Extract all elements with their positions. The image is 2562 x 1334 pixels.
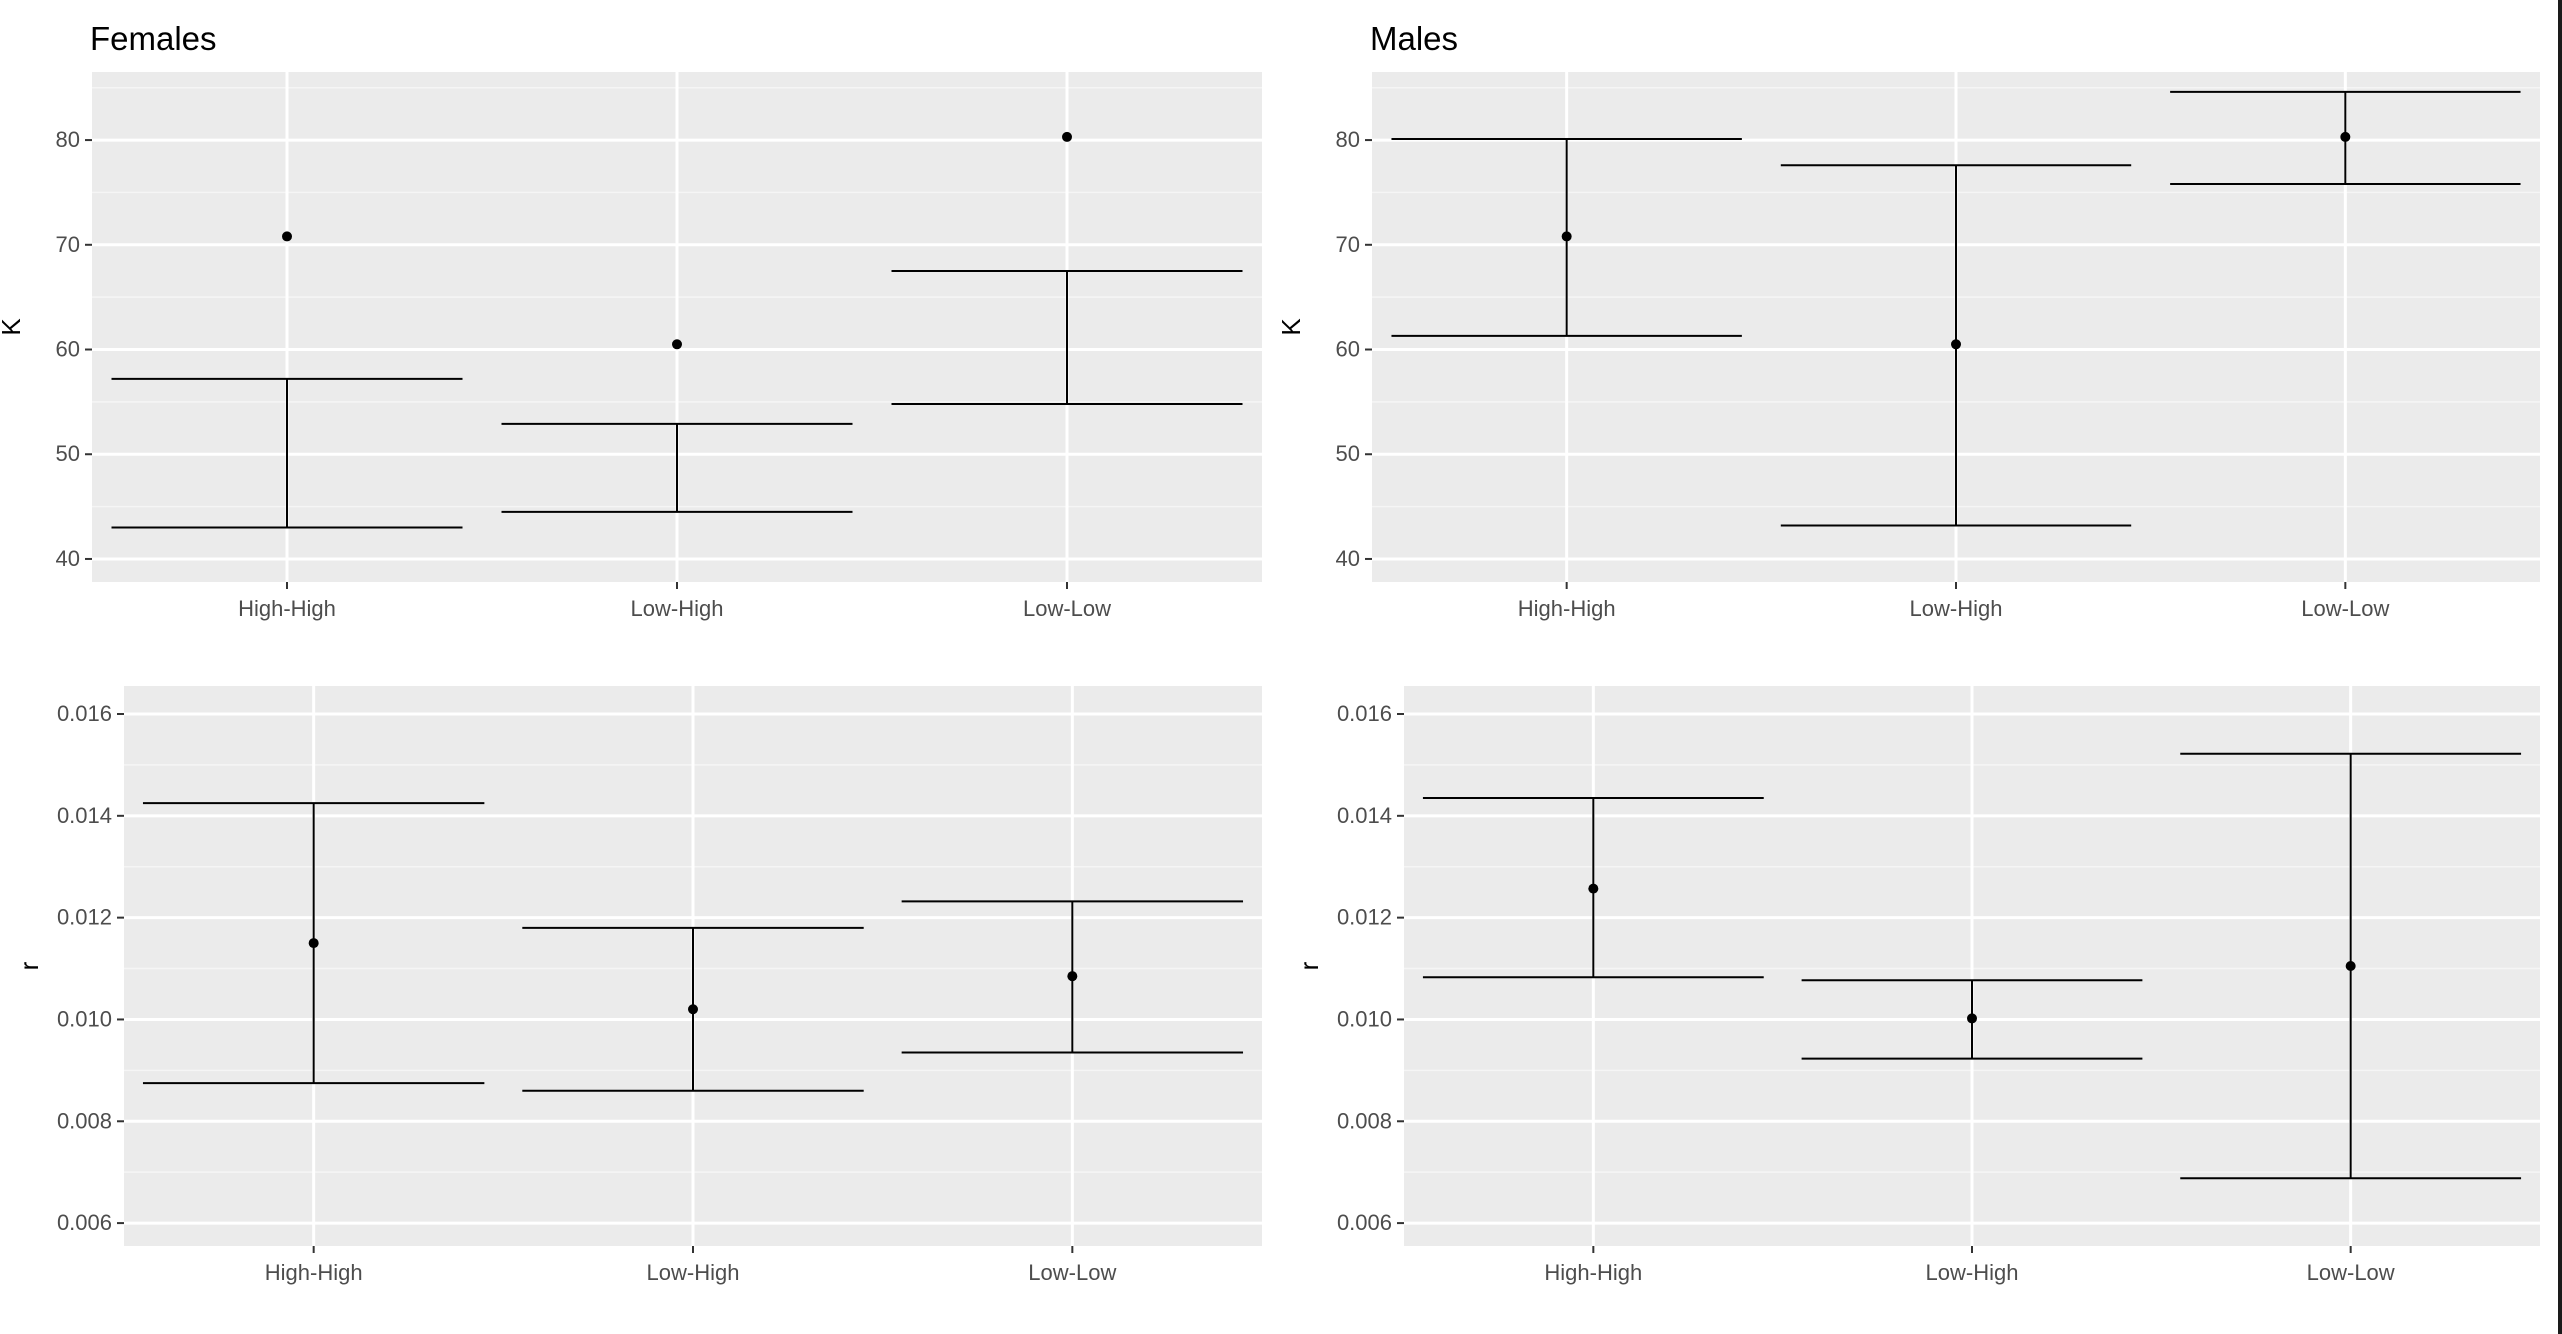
window-edge bbox=[2558, 0, 2562, 1334]
y-tick-label: 50 bbox=[56, 441, 80, 466]
y-tick-label: 0.008 bbox=[57, 1108, 112, 1133]
y-tick-label: 0.016 bbox=[1337, 701, 1392, 726]
y-tick-label: 40 bbox=[56, 546, 80, 571]
y-tick-label: 80 bbox=[1336, 127, 1360, 152]
y-tick-label: 70 bbox=[56, 232, 80, 257]
data-point bbox=[2340, 131, 2351, 142]
panel-title: Females bbox=[90, 20, 217, 57]
data-point bbox=[1967, 1013, 1977, 1024]
x-tick-label: Low-Low bbox=[1023, 596, 1111, 621]
y-axis-title: K bbox=[1276, 318, 1306, 336]
x-tick-label: Low-High bbox=[1910, 596, 2003, 621]
y-tick-label: 0.006 bbox=[57, 1210, 112, 1235]
y-tick-label: 0.010 bbox=[1337, 1006, 1392, 1031]
x-tick-label: Low-High bbox=[647, 1260, 740, 1285]
data-point bbox=[1588, 883, 1599, 894]
y-tick-label: 60 bbox=[56, 337, 80, 362]
y-tick-label: 0.006 bbox=[1337, 1210, 1392, 1235]
x-tick-label: Low-High bbox=[1926, 1260, 2019, 1285]
y-tick-label: 0.016 bbox=[57, 701, 112, 726]
y-tick-label: 80 bbox=[56, 127, 80, 152]
y-tick-label: 40 bbox=[1336, 546, 1360, 571]
y-axis-title: r bbox=[14, 961, 44, 970]
y-tick-label: 50 bbox=[1336, 441, 1360, 466]
errorbar bbox=[891, 269, 1243, 405]
x-tick-label: High-High bbox=[1518, 596, 1616, 621]
panel-1: 40 50 60 70 80 High-High Low-High Low-Low K Femal… bbox=[0, 20, 1262, 621]
x-tick-label: Low-Low bbox=[2307, 1260, 2395, 1285]
panel-3: 0.006 0.008 0.010 0.012 0.014 0.016 High-High L… bbox=[14, 686, 1262, 1285]
x-tick-label: Low-Low bbox=[2301, 596, 2389, 621]
data-point bbox=[1561, 231, 1572, 242]
panel-4: 0.006 0.008 0.010 0.012 0.014 0.016 High-High L… bbox=[1294, 686, 2540, 1285]
panel-title: Males bbox=[1370, 20, 1458, 57]
data-point bbox=[308, 938, 319, 949]
x-tick-label: High-High bbox=[238, 596, 336, 621]
data-point bbox=[1951, 339, 1961, 350]
errorbar bbox=[501, 422, 853, 513]
x-tick-label: Low-Low bbox=[1028, 1260, 1116, 1285]
y-axis-title: K bbox=[0, 318, 26, 336]
data-point bbox=[1062, 131, 1072, 142]
y-tick-label: 70 bbox=[1336, 232, 1360, 257]
y-tick-label: 0.014 bbox=[1337, 803, 1392, 828]
y-axis-title: r bbox=[1294, 961, 1324, 970]
data-point bbox=[282, 231, 292, 242]
x-tick-label: Low-High bbox=[631, 596, 724, 621]
y-tick-label: 0.012 bbox=[1337, 905, 1392, 930]
y-tick-label: 0.008 bbox=[1337, 1108, 1392, 1133]
panel-2: 40 50 60 70 80 High-High Low-High Low-Low K Males bbox=[1276, 20, 2540, 621]
data-point bbox=[2345, 961, 2356, 971]
data-point bbox=[672, 339, 682, 350]
data-point bbox=[688, 1004, 698, 1015]
y-tick-label: 60 bbox=[1336, 337, 1360, 362]
y-tick-label: 0.012 bbox=[57, 905, 112, 930]
data-point bbox=[1067, 971, 1078, 982]
y-tick-label: 0.014 bbox=[57, 803, 112, 828]
x-tick-label: High-High bbox=[265, 1260, 363, 1285]
y-tick-label: 0.010 bbox=[57, 1006, 112, 1031]
errorbar bbox=[111, 377, 463, 529]
x-tick-label: High-High bbox=[1544, 1260, 1642, 1285]
